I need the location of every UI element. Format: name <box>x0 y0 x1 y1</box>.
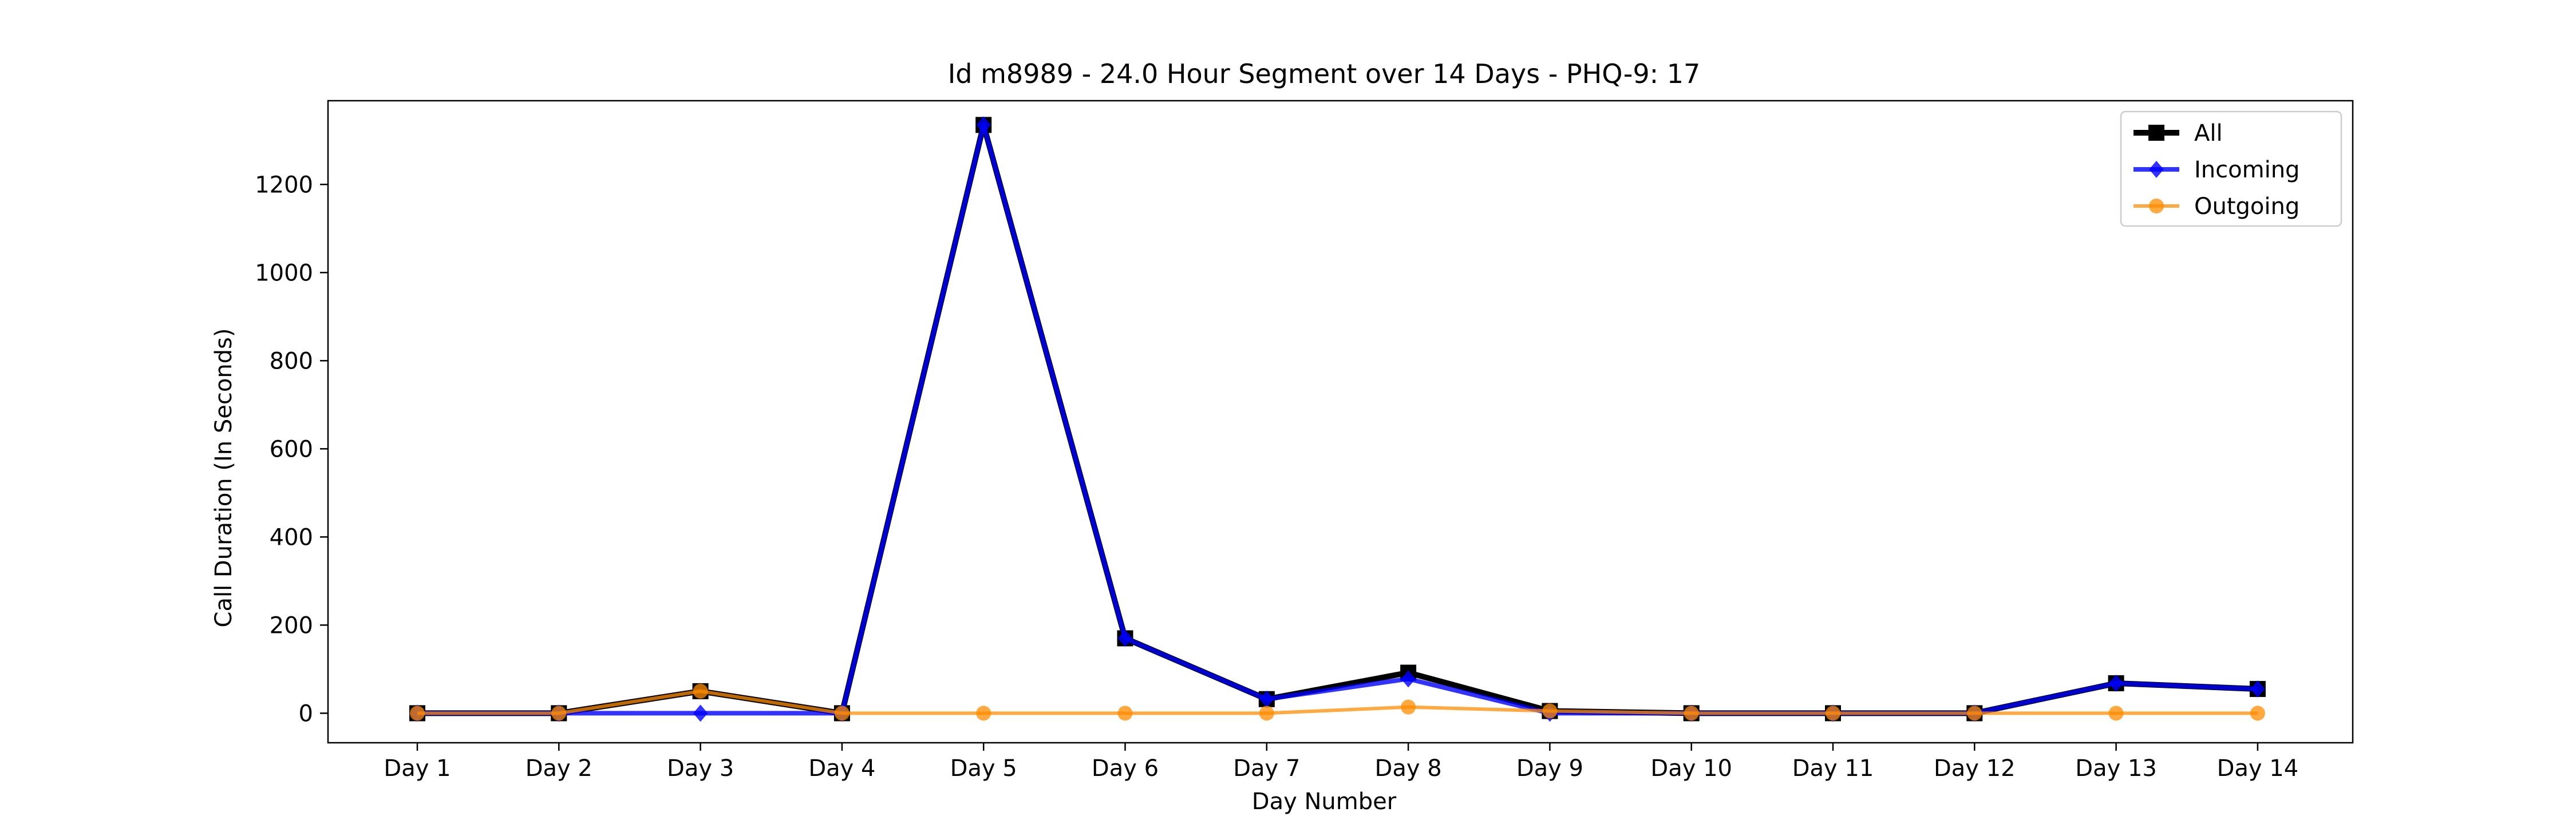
series-line-all <box>417 122 2258 716</box>
chart-title: Id m8989 - 24.0 Hour Segment over 14 Day… <box>948 58 1701 89</box>
y-tick-label: 600 <box>270 436 313 462</box>
data-point-outgoing <box>976 706 991 721</box>
data-point-incoming <box>693 704 708 722</box>
data-point-outgoing <box>1684 706 1699 721</box>
x-tick-label: Day 11 <box>1792 755 1874 782</box>
data-point-incoming <box>2250 680 2265 698</box>
data-point-outgoing <box>410 706 425 721</box>
x-tick-label: Day 14 <box>2217 755 2299 782</box>
data-point-outgoing <box>1401 699 1416 715</box>
x-tick-label: Day 1 <box>384 755 451 782</box>
data-point-outgoing <box>1259 706 1274 721</box>
y-tick-label: 400 <box>270 524 313 550</box>
x-tick-label: Day 6 <box>1092 755 1159 782</box>
y-tick-label: 1200 <box>255 172 313 198</box>
x-tick-label: Day 4 <box>808 755 875 782</box>
data-point-outgoing <box>551 706 567 721</box>
legend-marker-all <box>2148 125 2164 141</box>
x-tick-label: Day 7 <box>1233 755 1300 782</box>
legend-label-incoming: Incoming <box>2194 157 2300 183</box>
y-tick-label: 800 <box>270 348 313 374</box>
data-point-outgoing <box>2250 706 2265 721</box>
legend-marker-incoming <box>2149 161 2164 178</box>
x-tick-label: Day 8 <box>1375 755 1442 782</box>
x-tick-label: Day 10 <box>1650 755 1732 782</box>
x-tick-label: Day 12 <box>1934 755 2016 782</box>
data-point-outgoing <box>834 706 850 721</box>
legend-box <box>2120 110 2342 227</box>
legend-label-outgoing: Outgoing <box>2194 193 2300 220</box>
data-point-incoming <box>1401 670 1416 688</box>
data-point-incoming <box>976 116 991 134</box>
data-point-outgoing <box>1117 706 1133 721</box>
x-axis-label: Day Number <box>1252 789 1397 815</box>
plot-area: 0 200 400 600 800 1000 1200 Day 1 Day 2 Day 3 Day … <box>255 100 2354 782</box>
data-point-outgoing <box>1967 706 1982 721</box>
data-point-outgoing <box>693 683 708 699</box>
legend-label-all: All <box>2194 120 2223 146</box>
plot-frame <box>327 100 2354 744</box>
legend-marker-outgoing <box>2149 199 2164 213</box>
x-tick-label: Day 3 <box>667 755 734 782</box>
series-line-incoming <box>417 122 2258 716</box>
data-point-incoming <box>1117 629 1133 647</box>
data-point-outgoing <box>2108 706 2124 721</box>
x-tick-label: Day 5 <box>950 755 1017 782</box>
data-point-incoming <box>2108 675 2124 692</box>
x-tick-label: Day 9 <box>1516 755 1583 782</box>
y-tick-label: 0 <box>299 700 313 727</box>
y-axis-label: Call Duration (In Seconds) <box>211 328 237 628</box>
x-tick-label: Day 2 <box>526 755 592 782</box>
x-tick-label: Day 13 <box>2075 755 2157 782</box>
data-point-incoming <box>1259 690 1274 708</box>
y-tick-label: 1000 <box>255 260 313 286</box>
y-tick-label: 200 <box>270 612 313 639</box>
data-point-outgoing <box>1826 706 1840 721</box>
series-line-outgoing <box>417 689 2258 715</box>
legend: All Incoming Outgoing <box>2120 110 2342 227</box>
data-point-outgoing <box>1542 703 1558 719</box>
